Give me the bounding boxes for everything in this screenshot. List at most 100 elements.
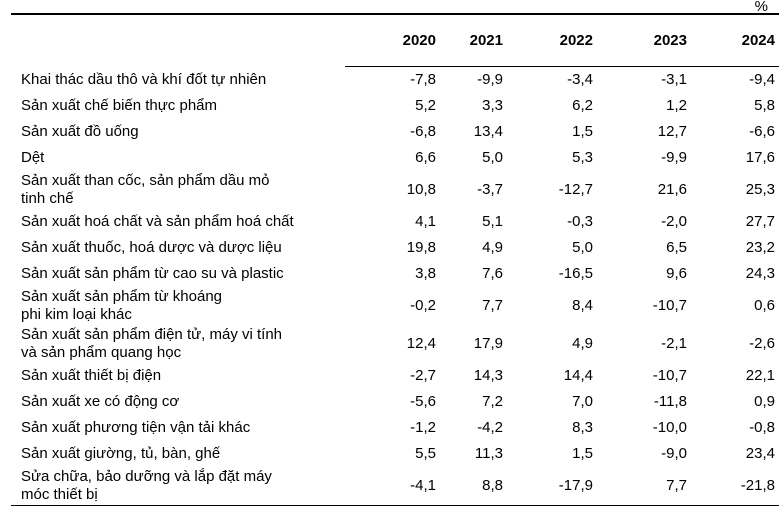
value-cell: -7,8 — [410, 71, 436, 89]
value-cell: -4,2 — [477, 419, 503, 436]
industry-label-cell: Sản xuất đồ uống — [11, 119, 345, 145]
value-cell: -4,1 — [410, 477, 436, 494]
value-cell: -0,8 — [749, 419, 775, 436]
year-column-header: 2021 — [440, 14, 507, 67]
value-cell: -0,3 — [567, 213, 593, 230]
industry-label-line: Khai thác dầu thô và khí đốt tự nhiên — [21, 70, 267, 88]
table-row: Sản xuất sản phẩm từ khoáng phi kim loại … — [11, 287, 779, 325]
value-cell: -6,6 — [749, 123, 775, 140]
value-cell: 23,2 — [745, 239, 775, 256]
value-cell: 3,8 — [415, 265, 436, 282]
value-cell: 5,5 — [415, 445, 436, 462]
value-cell: -11,8 — [653, 393, 687, 410]
table-row: Sản xuất sản phẩm từ cao su và plastic 3,… — [11, 261, 779, 287]
value-cell: 5,3 — [572, 149, 593, 166]
industry-label-cell: Sản xuất hoá chất và sản phẩm hoá chất — [11, 209, 345, 235]
year-column-header: 2022 — [507, 14, 597, 67]
value-cell: 6,2 — [572, 97, 593, 114]
industry-label-line: tinh chế — [21, 189, 74, 207]
industry-label-line: Sản xuất phương tiện vận tải khác — [21, 418, 251, 436]
industry-label-line: Sản xuất đồ uống — [21, 122, 139, 140]
value-cell: -9,9 — [477, 71, 503, 89]
value-cell: -17,9 — [558, 477, 593, 494]
industry-label-line: và sản phẩm quang học — [21, 343, 182, 361]
table-row: Sản xuất giường, tủ, bàn, ghế 5,5 11,3 1,5 -… — [11, 441, 779, 467]
value-cell: -2,0 — [661, 213, 687, 230]
industry-label-cell: Sản xuất thuốc, hoá dược và dược liệu — [11, 235, 345, 261]
table-row: Dệt 6,6 5,0 5,3 -9,9 17,6 — [11, 145, 779, 171]
unit-percent-label: % — [754, 0, 768, 15]
value-cell: 21,6 — [657, 181, 687, 198]
value-cell: -3,4 — [567, 71, 593, 89]
industry-label-line: Sản xuất thuốc, hoá dược và dược liệu — [21, 238, 282, 256]
table-row: Sản xuất chế biến thực phẩm 5,2 3,3 6,2 1,2 5… — [11, 93, 779, 119]
value-cell: 5,2 — [415, 97, 436, 114]
value-cell: -21,8 — [740, 477, 775, 494]
industry-label-line: Sản xuất hoá chất và sản phẩm hoá chất — [21, 212, 294, 230]
value-cell: 17,9 — [473, 335, 503, 352]
value-cell: -0,2 — [410, 297, 436, 314]
industry-label-cell: Dệt — [11, 145, 345, 171]
table-row: Sản xuất than cốc, sản phẩm dầu mỏ tinh c… — [11, 171, 779, 209]
value-cell: 14,3 — [473, 367, 503, 384]
industry-label-cell: Sản xuất sản phẩm điện tử, máy vi tính và… — [11, 325, 345, 363]
value-cell: 7,7 — [482, 297, 503, 314]
value-cell: -9,9 — [661, 149, 687, 166]
value-cell: 12,7 — [657, 123, 687, 140]
value-cell: 11,3 — [474, 445, 503, 462]
value-cell: 4,9 — [482, 239, 503, 256]
value-cell: 5,1 — [482, 213, 503, 230]
industry-label-cell: Sản xuất thiết bị điện — [11, 363, 345, 389]
table-row: Sửa chữa, bảo dưỡng và lắp đặt máy móc th… — [11, 467, 779, 506]
industry-label-cell: Sản xuất xe có động cơ — [11, 389, 345, 415]
value-cell: 7,0 — [572, 393, 593, 410]
value-cell: 7,2 — [482, 393, 503, 410]
industry-label-cell: Sản xuất giường, tủ, bàn, ghế — [11, 441, 345, 467]
value-cell: 24,3 — [745, 265, 775, 282]
value-cell: -6,8 — [410, 123, 436, 140]
industry-column-header — [11, 14, 345, 67]
value-cell: 5,8 — [754, 97, 775, 114]
value-cell: -3,1 — [661, 71, 687, 89]
table-row: Sản xuất sản phẩm điện tử, máy vi tính và… — [11, 325, 779, 363]
value-cell: 5,0 — [482, 149, 503, 166]
table-row: Sản xuất phương tiện vận tải khác -1,2 -4,… — [11, 415, 779, 441]
industry-label-cell: Sản xuất sản phẩm từ cao su và plastic — [11, 261, 345, 287]
value-cell: 7,7 — [666, 477, 687, 494]
value-cell: 12,4 — [406, 335, 436, 352]
value-cell: 8,4 — [572, 297, 593, 314]
industry-label-line: Sản xuất sản phẩm điện tử, máy vi tính — [21, 325, 283, 343]
value-cell: 19,8 — [406, 239, 436, 256]
value-cell: 7,6 — [482, 265, 503, 282]
value-cell: -16,5 — [558, 265, 593, 282]
value-cell: -10,7 — [652, 297, 687, 314]
value-cell: 9,6 — [666, 265, 687, 282]
value-cell: -12,7 — [558, 181, 593, 198]
value-cell: 6,6 — [415, 149, 436, 166]
industry-label-line: Sản xuất sản phẩm từ cao su và plastic — [21, 264, 284, 282]
value-cell: -10,7 — [652, 367, 687, 384]
table-row: Khai thác dầu thô và khí đốt tự nhiên -7,… — [11, 67, 779, 93]
value-cell: 4,1 — [415, 213, 436, 230]
value-cell: 8,8 — [482, 477, 503, 494]
industry-label-cell: Sản xuất than cốc, sản phẩm dầu mỏ tinh c… — [11, 171, 345, 209]
year-column-header: 2024 — [691, 14, 779, 67]
industry-label-cell: Sửa chữa, bảo dưỡng và lắp đặt máy móc th… — [11, 467, 345, 506]
value-cell: 1,5 — [572, 445, 593, 462]
value-cell: 1,5 — [572, 123, 593, 140]
industry-label-line: Dệt — [21, 148, 45, 166]
value-cell: -9,0 — [661, 445, 687, 462]
industry-growth-table: 2020 2021 2022 2023 2024 Khai thác dầu thô v… — [11, 13, 779, 506]
value-cell: -1,2 — [410, 419, 436, 436]
value-cell: 3,3 — [482, 97, 503, 114]
industry-label-line: Sản xuất chế biến thực phẩm — [21, 96, 217, 114]
industry-label-line: Sửa chữa, bảo dưỡng và lắp đặt máy — [21, 467, 272, 485]
table-row: Sản xuất thiết bị điện -2,7 14,3 14,4 -10,7 2… — [11, 363, 779, 389]
value-cell: -3,7 — [477, 181, 503, 198]
value-cell: -5,6 — [410, 393, 436, 410]
value-cell: 22,1 — [745, 367, 775, 384]
industry-label-cell: Sản xuất phương tiện vận tải khác — [11, 415, 345, 441]
industry-label-line: Sản xuất giường, tủ, bàn, ghế — [21, 444, 221, 462]
industry-label-line: móc thiết bị — [21, 485, 98, 503]
